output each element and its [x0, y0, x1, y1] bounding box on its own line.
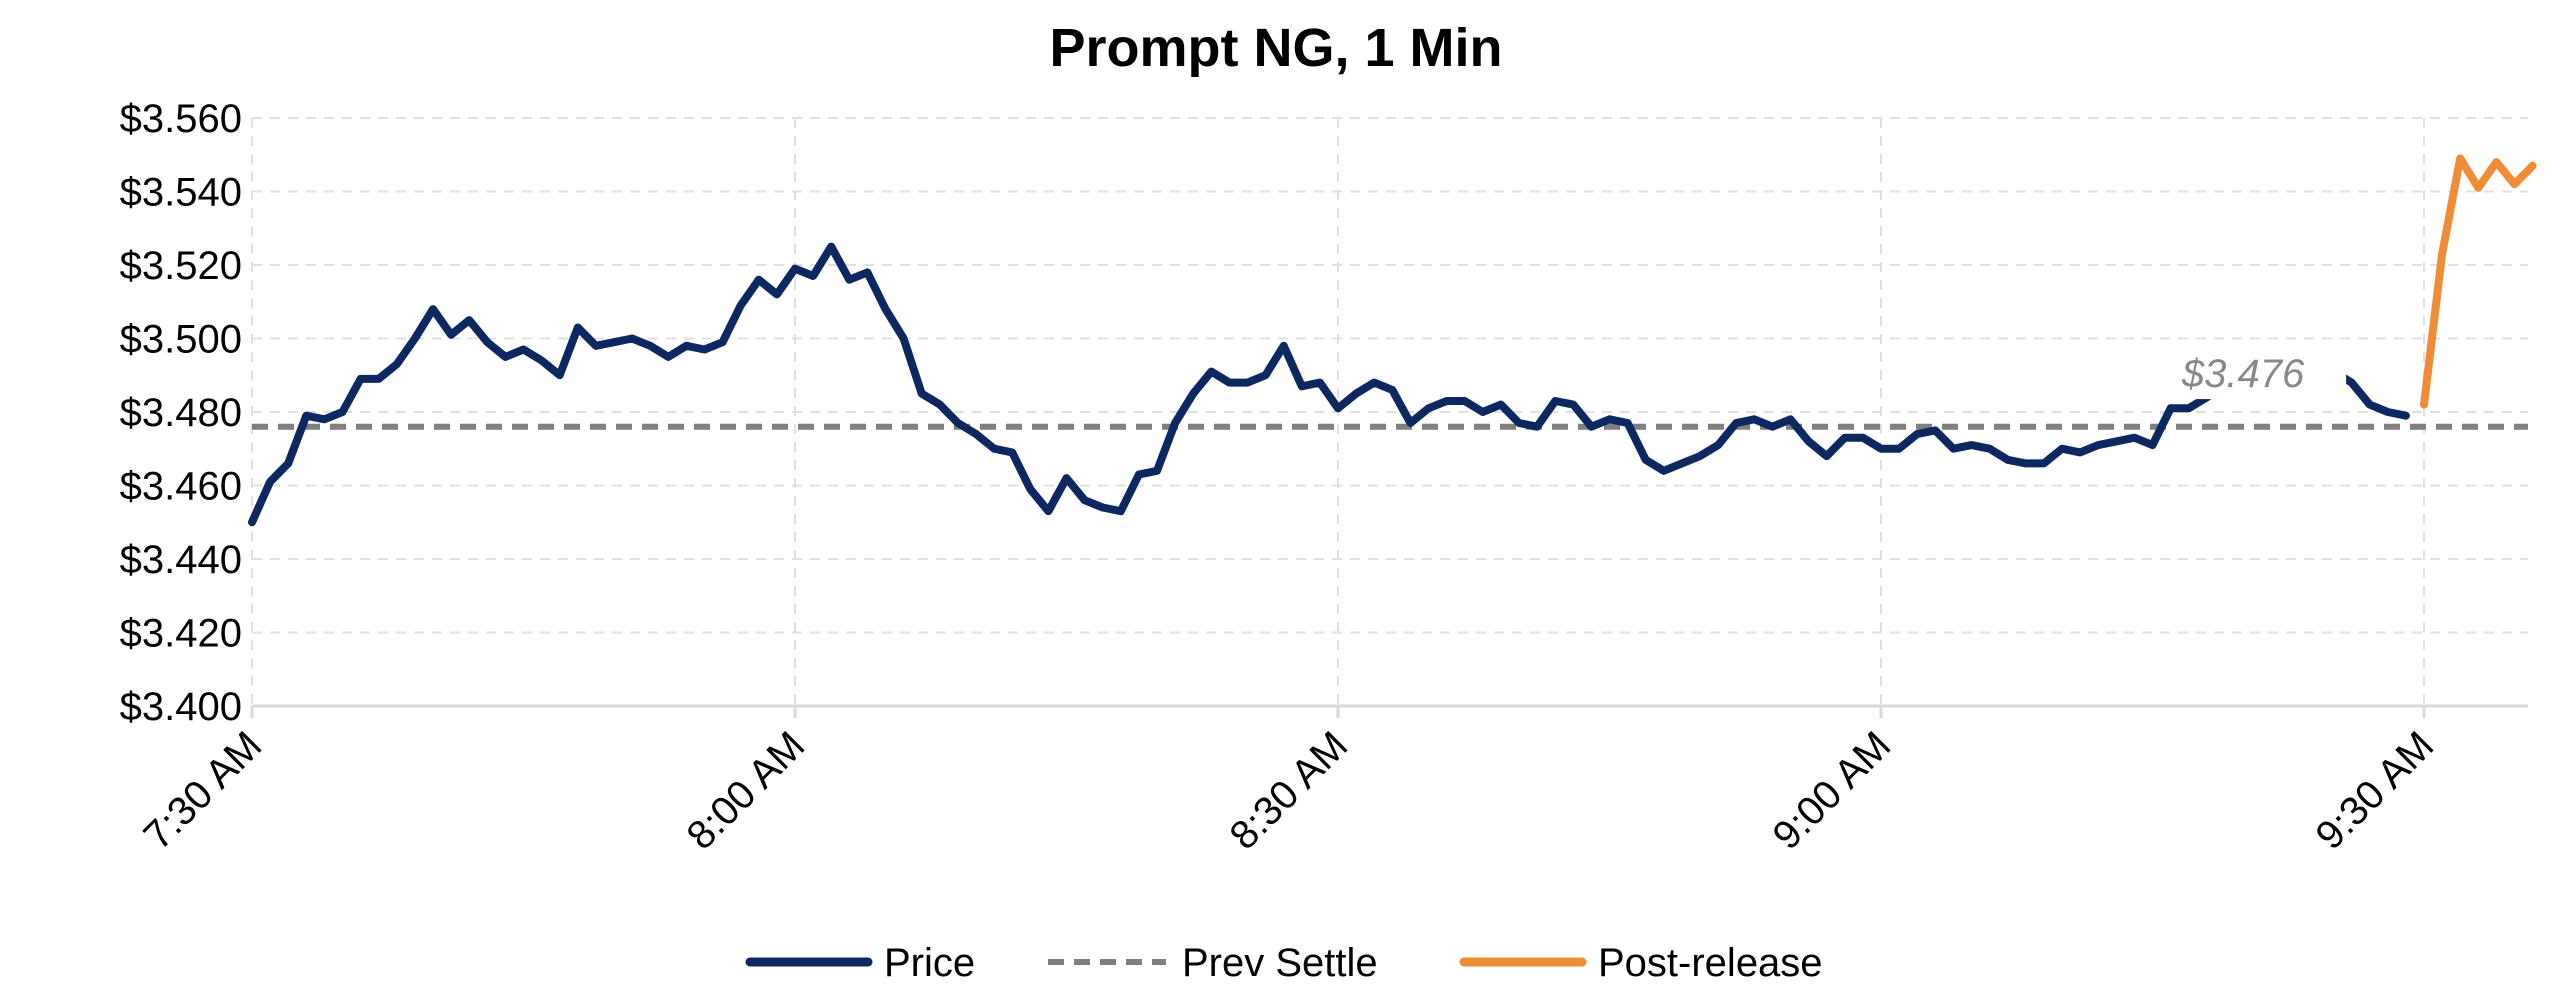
legend-label-prev-settle: Prev Settle: [1182, 941, 1378, 985]
y-tick-label: $3.420: [120, 612, 242, 656]
y-tick-label: $3.400: [120, 685, 242, 729]
grid: [251, 117, 2528, 708]
annotation-label: $3.476: [2181, 352, 2305, 396]
legend-item-prev-settle: Prev Settle: [1048, 941, 1378, 985]
x-tick-label: 8:30 AM: [1221, 723, 1356, 858]
x-axis-ticks: 7:30 AM 8:00 AM 8:30 AM 9:00 AM 9:30 AM: [135, 706, 2442, 858]
legend: Price Prev Settle Post-release: [745, 941, 1823, 985]
legend-label-post-release: Post-release: [1598, 941, 1823, 985]
y-axis-ticks: $3.560 $3.540 $3.520 $3.500 $3.480 $3.460 $3.4…: [120, 97, 242, 729]
y-tick-label: $3.500: [120, 318, 242, 362]
y-tick-label: $3.540: [120, 171, 242, 215]
chart-title: Prompt NG, 1 Min: [1049, 18, 1502, 78]
y-tick-label: $3.520: [120, 244, 242, 288]
legend-item-post-release: Post-release: [1459, 941, 1823, 985]
x-tick-label: 7:30 AM: [135, 723, 270, 858]
price-line: [248, 242, 2410, 527]
y-tick-label: $3.440: [120, 538, 242, 582]
legend-item-price: Price: [745, 941, 975, 985]
annotation-layer: $3.476: [2141, 347, 2347, 400]
y-tick-label: $3.460: [120, 465, 242, 509]
y-tick-label: $3.560: [120, 97, 242, 141]
x-tick-label: 9:30 AM: [2307, 723, 2442, 858]
legend-label-price: Price: [884, 941, 975, 985]
annotation-box: [2141, 347, 2347, 400]
x-tick-label: 9:00 AM: [1764, 723, 1899, 858]
post-release-line: [2420, 154, 2537, 409]
y-tick-label: $3.480: [120, 391, 242, 435]
x-tick-label: 8:00 AM: [678, 723, 813, 858]
series-layer: [248, 154, 2537, 527]
